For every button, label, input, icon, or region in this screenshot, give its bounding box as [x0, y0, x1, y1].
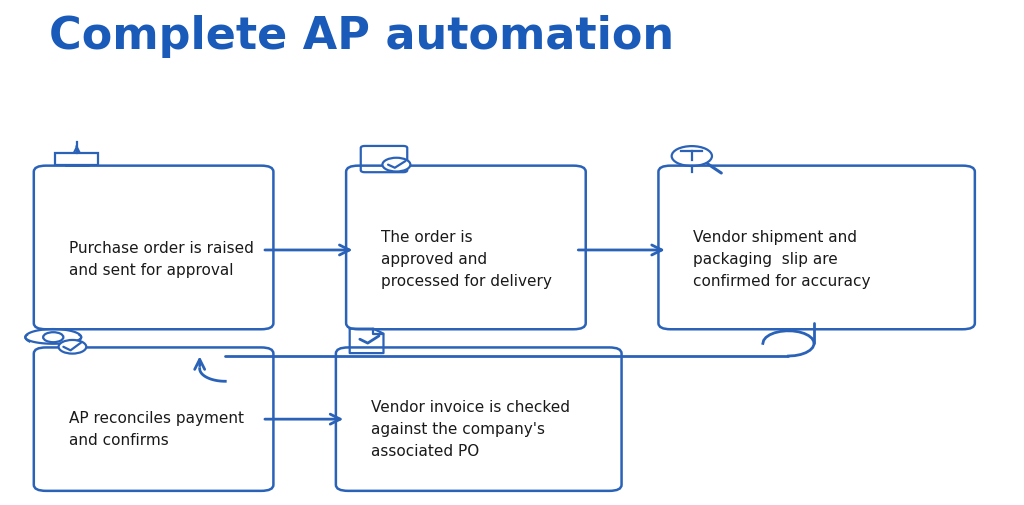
Text: Purchase order is raised
and sent for approval: Purchase order is raised and sent for ap… [69, 241, 254, 278]
Text: The order is
approved and
processed for delivery: The order is approved and processed for … [381, 230, 552, 289]
Text: Vendor invoice is checked
against the company's
associated PO: Vendor invoice is checked against the co… [371, 400, 569, 460]
Circle shape [382, 158, 411, 172]
FancyBboxPatch shape [34, 166, 273, 329]
FancyBboxPatch shape [336, 347, 622, 491]
Circle shape [58, 340, 86, 353]
FancyBboxPatch shape [346, 166, 586, 329]
Text: Complete AP automation: Complete AP automation [49, 15, 674, 58]
FancyBboxPatch shape [658, 166, 975, 329]
Text: Vendor shipment and
packaging  slip are
confirmed for accuracy: Vendor shipment and packaging slip are c… [693, 230, 870, 289]
Text: AP reconciles payment
and confirms: AP reconciles payment and confirms [69, 411, 244, 448]
FancyBboxPatch shape [34, 347, 273, 491]
